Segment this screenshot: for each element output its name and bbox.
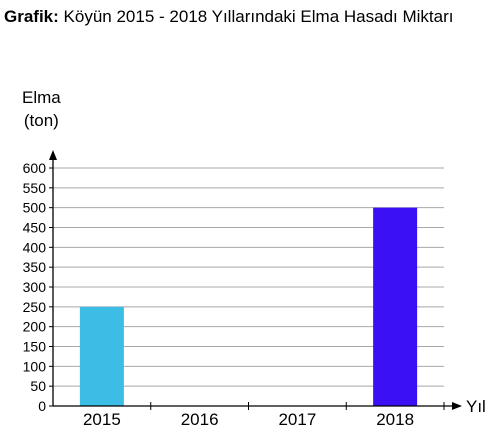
y-tick-label: 300 [23,279,47,295]
y-tick-label: 50 [30,378,46,394]
y-tick-label: 500 [23,200,47,216]
x-tick-label: 2015 [83,410,121,429]
y-axis-label-line2: (ton) [23,111,59,130]
caption-text: Köyün 2015 - 2018 Yıllarındaki Elma Hasa… [63,7,454,26]
y-tick-labels: 0 50 100 150 200 250 300 350 400 450 500 550 600 [23,160,47,414]
y-tick-label: 200 [23,319,47,335]
x-tick-label: 2017 [278,410,316,429]
axes: Yıl [49,150,486,416]
y-axis-label: Elma (ton) [22,86,61,132]
x-tick-label: 2018 [376,410,414,429]
y-tick-label: 450 [23,220,47,236]
x-axis-arrow [452,402,462,410]
y-tick-label: 150 [23,339,47,355]
x-axis-label: Yıl [466,397,486,416]
caption-prefix: Grafik: [4,7,59,26]
y-tick-label: 100 [23,358,47,374]
y-tick-label: 550 [23,180,47,196]
bar-2015 [79,306,124,406]
y-axis-arrow [49,150,57,160]
y-tick-label: 250 [23,299,47,315]
y-tick-label: 350 [23,259,47,275]
chart-title: Grafik: Köyün 2015 - 2018 Yıllarındaki E… [4,4,496,29]
bars [79,207,418,406]
bar-2018 [373,207,418,406]
y-tick-label: 0 [38,398,46,414]
x-tick-label: 2016 [181,410,219,429]
x-tick-labels: 2015 2016 2017 2018 [83,410,414,429]
y-tick-label: 600 [23,160,47,176]
y-tick-label: 400 [23,239,47,255]
y-axis-label-line1: Elma [22,88,61,107]
